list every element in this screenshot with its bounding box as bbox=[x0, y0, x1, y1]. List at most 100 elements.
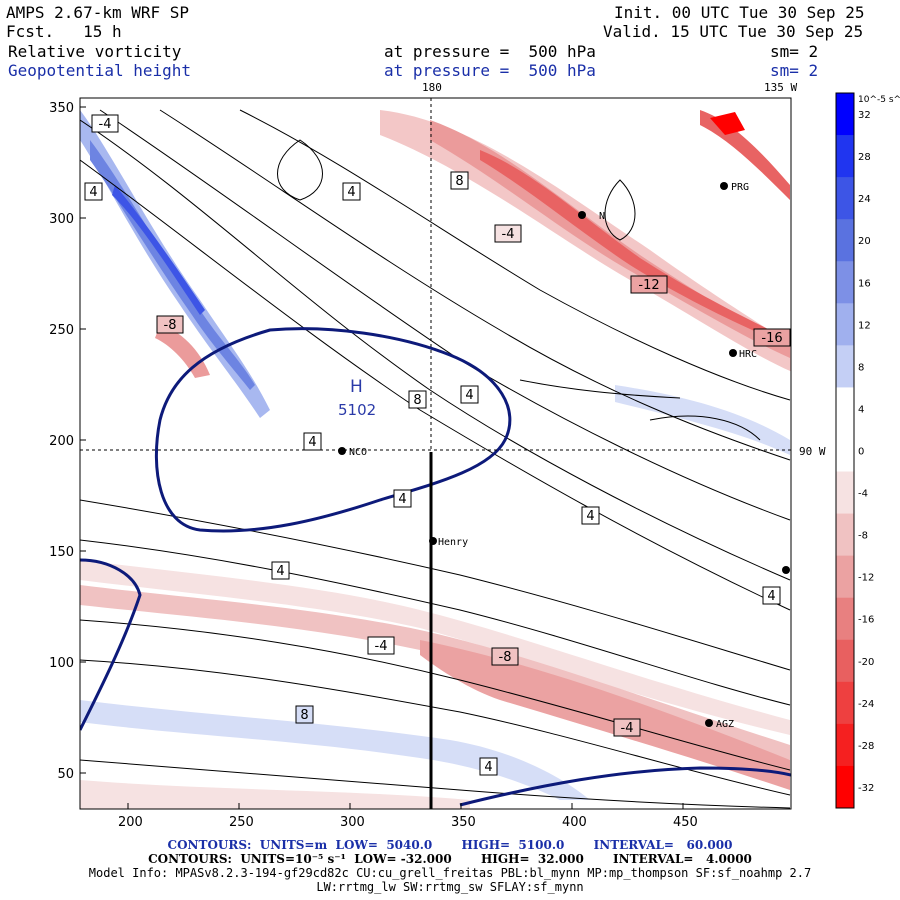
y-axis-labels: 350 300 250 200 150 100 50 bbox=[49, 101, 74, 782]
lon-label-180: 180 bbox=[422, 81, 442, 94]
contour-label: 4 bbox=[347, 185, 355, 200]
colorbar-block bbox=[836, 135, 854, 178]
colorbar: 10^-5 s^-1 32 28 24 20 16 12 8 4 0 -4 -8 -12 -16 -20 -… bbox=[835, 92, 900, 809]
colorbar-block bbox=[836, 471, 854, 515]
station-label: Henry bbox=[438, 537, 468, 548]
longitude-labels: 180 135 W 90 W bbox=[422, 81, 826, 458]
colorbar-block bbox=[836, 765, 854, 809]
contour-labels: -4 4 4 8 -8 -12 -16 -4 8 4 4 4 4 -8 -4 8… bbox=[84, 114, 791, 776]
colorbar-tick-label: 12 bbox=[858, 320, 871, 331]
y-tick-label: 200 bbox=[49, 434, 74, 449]
field1-name: Relative vorticity bbox=[8, 42, 182, 61]
high-value: 5102 bbox=[338, 401, 376, 419]
station-marker bbox=[720, 182, 728, 190]
colorbar-block bbox=[836, 387, 854, 430]
colorbar-units: 10^-5 s^-1 bbox=[858, 95, 900, 105]
colorbar-tick-label: -20 bbox=[858, 657, 874, 668]
footer-height-contours: CONTOURS: UNITS=m LOW= 5040.0 HIGH= 5100… bbox=[167, 838, 733, 852]
geopotential-contours bbox=[80, 327, 791, 807]
model-title: AMPS 2.67-km WRF SP bbox=[6, 3, 190, 22]
contour-label: 4 bbox=[484, 760, 492, 775]
colorbar-tick-label: -32 bbox=[858, 783, 874, 794]
station-marker bbox=[729, 349, 737, 357]
colorbar-block bbox=[836, 219, 854, 262]
contour-label: -4 bbox=[375, 639, 388, 654]
contour-label: 8 bbox=[300, 708, 308, 723]
colorbar-tick-label: 32 bbox=[858, 110, 871, 121]
colorbar-tick-label: -8 bbox=[858, 531, 868, 542]
contour-label: 4 bbox=[308, 435, 316, 450]
vorticity-shading bbox=[80, 110, 791, 809]
colorbar-block bbox=[836, 429, 854, 473]
y-tick-label: 350 bbox=[49, 101, 74, 116]
field1-level: at pressure = 500 hPa bbox=[384, 42, 596, 61]
contour-label: 8 bbox=[413, 393, 421, 408]
colorbar-tick-label: 28 bbox=[858, 152, 871, 163]
contour-label: -4 bbox=[502, 227, 515, 242]
contour-label: -16 bbox=[761, 331, 782, 346]
high-label: H bbox=[350, 377, 363, 397]
station-label: N bbox=[599, 211, 605, 222]
x-tick-label: 350 bbox=[451, 815, 476, 830]
station-label: PRG bbox=[731, 182, 749, 193]
colorbar-block bbox=[836, 261, 854, 304]
field2-smoothing: sm= 2 bbox=[770, 61, 819, 80]
y-tick-label: 150 bbox=[49, 545, 74, 560]
stations: NCO Henry HRC AGZ PRG N bbox=[338, 182, 790, 730]
contour-label: -8 bbox=[499, 650, 512, 665]
high-center: H 5102 bbox=[338, 377, 376, 419]
contour-label: -4 bbox=[621, 721, 634, 736]
colorbar-blocks bbox=[836, 93, 854, 809]
colorbar-tick-label: -12 bbox=[858, 573, 874, 584]
plot-frame bbox=[79, 97, 792, 810]
contour-label: -12 bbox=[638, 278, 659, 293]
footer-model-info-2: LW:rrtmg_lw SW:rrtmg_sw SFLAY:sf_mynn bbox=[316, 880, 584, 894]
footer-vorticity-contours: CONTOURS: UNITS=10⁻⁵ s⁻¹ LOW= -32.000 HI… bbox=[148, 852, 752, 866]
colorbar-tick-label: -16 bbox=[858, 615, 874, 626]
colorbar-tick-label: -28 bbox=[858, 741, 874, 752]
colorbar-tick-label: -4 bbox=[858, 489, 868, 500]
colorbar-block bbox=[836, 93, 854, 136]
y-tick-marks bbox=[80, 106, 86, 774]
colorbar-tick-label: 24 bbox=[858, 194, 871, 205]
station-label: HRC bbox=[739, 349, 757, 360]
colorbar-block bbox=[836, 597, 854, 641]
footer-model-info: Model Info: MPASv8.2.3-194-gf29cd82c CU:… bbox=[88, 866, 812, 880]
contour-label: 4 bbox=[398, 492, 406, 507]
x-tick-label: 250 bbox=[229, 815, 254, 830]
contour-label: 4 bbox=[586, 509, 594, 524]
y-tick-label: 300 bbox=[49, 212, 74, 227]
map-figure: 200 250 300 350 400 450 350 300 250 200 … bbox=[49, 81, 900, 830]
colorbar-block bbox=[836, 681, 854, 725]
colorbar-tick-label: -24 bbox=[858, 699, 874, 710]
x-tick-label: 300 bbox=[340, 815, 365, 830]
lon-label-90w: 90 W bbox=[799, 445, 826, 458]
station-marker bbox=[705, 719, 713, 727]
station-marker bbox=[338, 447, 346, 455]
station-label: NCO bbox=[349, 447, 367, 458]
colorbar-ticks: 32 28 24 20 16 12 8 4 0 -4 -8 -12 -16 -20 -24 -28 -32 bbox=[858, 110, 874, 794]
field2-name: Geopotential height bbox=[8, 61, 192, 80]
colorbar-block bbox=[836, 723, 854, 767]
station-marker bbox=[429, 537, 437, 545]
colorbar-block bbox=[836, 177, 854, 220]
colorbar-block bbox=[836, 639, 854, 683]
contour-label: 4 bbox=[465, 388, 473, 403]
contour-label: 4 bbox=[276, 564, 284, 579]
valid-time: Valid. 15 UTC Tue 30 Sep 25 bbox=[603, 22, 864, 41]
init-time: Init. 00 UTC Tue 30 Sep 25 bbox=[614, 3, 865, 22]
colorbar-block bbox=[836, 303, 854, 346]
station-label: AGZ bbox=[716, 719, 734, 730]
colorbar-tick-label: 20 bbox=[858, 236, 871, 247]
y-tick-label: 250 bbox=[49, 323, 74, 338]
colorbar-block bbox=[836, 345, 854, 388]
station-marker bbox=[782, 566, 790, 574]
y-tick-label: 100 bbox=[49, 656, 74, 671]
x-tick-marks bbox=[127, 803, 684, 809]
colorbar-block bbox=[836, 513, 854, 557]
graticule-lines bbox=[80, 98, 791, 451]
colorbar-tick-label: 8 bbox=[858, 362, 864, 373]
colorbar-tick-label: 0 bbox=[858, 447, 864, 458]
x-tick-label: 450 bbox=[673, 815, 698, 830]
x-tick-label: 200 bbox=[118, 815, 143, 830]
